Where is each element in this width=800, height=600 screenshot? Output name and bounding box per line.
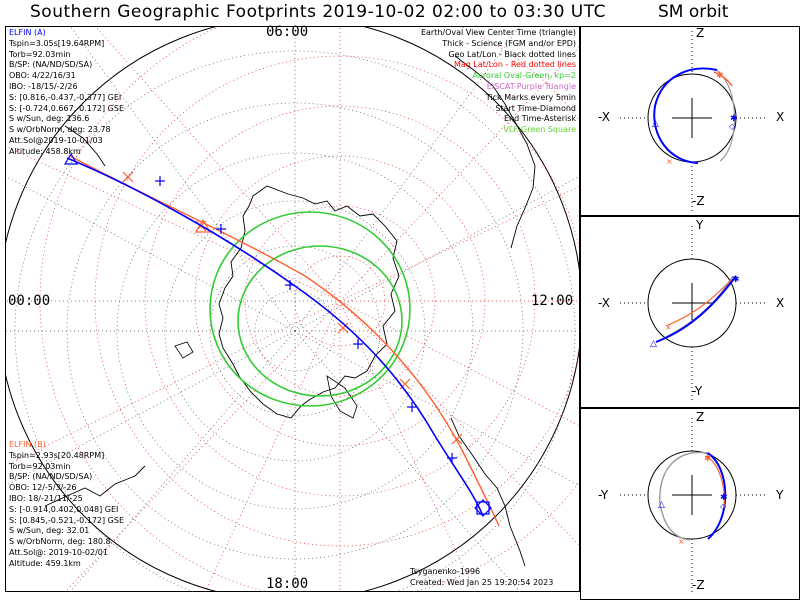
hour-label-left: 00:00 [8, 293, 51, 309]
antarctica-coastline [218, 185, 400, 419]
south-america-coastline [454, 55, 536, 249]
elfin-b-line: Torb=92.03min [9, 461, 71, 471]
elfin-a-line: IBO: -18/15/-2/26 [9, 81, 78, 91]
elfin-a-track [66, 157, 484, 517]
elfin-b-line: S w/OrbNorm, deg: 180.8 [9, 537, 111, 547]
svg-text:△: △ [658, 500, 665, 510]
legend-view-center: Earth/Oval View Center Time (triangle) [420, 28, 576, 37]
footprint-map [5, 26, 580, 592]
elfin-a-line: S: [0.816,-0.437,-0.377] GEI [9, 92, 122, 102]
elfin-a-line: Att.Sol@2019-10-01/03 [9, 135, 103, 145]
elfin-b-line: B/SP: (NA/ND/SD/SA) [9, 472, 93, 482]
model-credit: Tsyganenko-1996 [410, 567, 481, 576]
legend-eiscat: EISCAT-Purple Triangle [486, 81, 576, 91]
panel3-axis-bottom: -Z [692, 578, 705, 592]
elfin-b-line: Altitude: 459.1km [9, 558, 81, 568]
legend: Earth/Oval View Center Time (triangle) T… [421, 28, 576, 136]
elfin-a-view-triangle [63, 152, 79, 165]
panel2-axis-bottom: -Y [692, 384, 703, 398]
hour-label-top: 06:00 [266, 24, 309, 40]
elfin-a-ticks [155, 176, 457, 463]
orbit-b [713, 71, 733, 87]
elfin-a-line: S w/Sun, deg: 136.6 [9, 114, 90, 124]
svg-text:◇: ◇ [729, 122, 736, 131]
svg-text:✱: ✱ [730, 114, 738, 124]
orbit-plot-yz: △ ✱ ◇ ✱ × [620, 418, 765, 593]
elfin-a-start-diamond [474, 499, 492, 517]
elfin-b-heading: ELFIN (B) [9, 440, 46, 449]
panel1-axis-left: -X [598, 110, 610, 124]
elfin-b-view-triangle [194, 218, 212, 233]
orbit-plot-xy: △ ✱ × [620, 226, 765, 401]
elfin-a-line: S w/OrbNorm, deg: 23.78 [9, 125, 111, 135]
svg-text:✱: ✱ [704, 454, 712, 464]
legend-auroral-oval: Auroral Oval-Green, kp=2 [472, 71, 576, 81]
svg-text:×: × [665, 323, 672, 332]
svg-text:△: △ [652, 119, 659, 129]
legend-science: Thick - Science (FGM and/or EPD) [442, 38, 576, 48]
elfin-b-line: S: [0.845,-0.521,-0.172] GSE [9, 515, 124, 525]
panel1-axis-bottom: -Z [692, 194, 705, 208]
hour-label-bottom: 18:00 [266, 576, 309, 592]
svg-text:×: × [666, 157, 673, 166]
mag-grid [5, 26, 580, 592]
legend-geo-grid: Geo Lat/Lon - Black dotted lines [448, 49, 576, 59]
elfin-b-line: IBO: 18/-21/11/-25 [9, 493, 83, 503]
legend-end-time: End Time-Asterisk [503, 114, 576, 124]
elfin-b-info: ELFIN (B) Tspin=2.93s[20.48RPM] Torb=92.… [9, 440, 124, 570]
panel2-axis-top: Y [696, 218, 704, 232]
svg-text:△: △ [650, 339, 657, 349]
elfin-a-line: S: [-0.724,0.667,-0.172] GSE [9, 103, 124, 113]
svg-text:✱: ✱ [720, 493, 728, 503]
legend-mag-grid: Mag Lat/Lon - Red dotted lines [453, 60, 576, 70]
panel1-axis-right: X [776, 110, 785, 124]
panel3-axis-top: Z [696, 410, 705, 424]
elfin-b-line: S: [-0.914,0.402,0.048] GEI [9, 504, 119, 514]
orbit-a [653, 67, 718, 164]
svg-text:◇: ◇ [720, 502, 727, 511]
elfin-a-line: Torb=92.03min [9, 49, 71, 59]
auroral-oval-inner [237, 245, 403, 397]
panel3-axis-left: -Y [598, 488, 609, 502]
elfin-a-line: Tspin=3.05s[19.64RPM] [9, 38, 105, 48]
vlf-square [476, 501, 490, 515]
legend-tick-marks: Tick Marks every 5min [485, 92, 576, 102]
elfin-a-heading: ELFIN (A) [9, 28, 46, 37]
elfin-b-line: Att.Sol@: 2019-10-02/01 [9, 547, 108, 557]
svg-text:✱: ✱ [732, 275, 740, 285]
panel2-axis-right: X [776, 296, 785, 310]
elfin-b-line: OBO: 12/-5/3/-26 [9, 483, 77, 493]
orbit-title: SM orbit [658, 2, 729, 22]
created-timestamp: Created: Wed Jan 25 19:20:54 2023 [410, 578, 554, 587]
elfin-b-line: S w/Sun, deg: 32.01 [9, 526, 90, 536]
legend-vlf: VLF-Green Square [503, 125, 576, 135]
panel3-axis-right: Y [776, 488, 784, 502]
elfin-a-line: OBO: 4/22/16/31 [9, 71, 76, 81]
legend-start-time: Start Time-Diamond [495, 103, 576, 113]
footprint-map-frame [5, 26, 580, 592]
geo-grid [5, 26, 580, 592]
elfin-a-info: ELFIN (A) Tspin=3.05s[19.64RPM] Torb=92.… [9, 28, 124, 158]
elfin-b-track [69, 155, 500, 527]
svg-text:×: × [678, 537, 685, 546]
elfin-a-line: B/SP: (NA/ND/SD/SA) [9, 60, 93, 70]
panel2-axis-left: -X [598, 296, 610, 310]
svg-text:✱: ✱ [716, 71, 724, 81]
auroral-oval-outer [209, 211, 411, 407]
elfin-a-line: Altitude: 458.8km [9, 146, 81, 156]
hour-label-right: 12:00 [531, 293, 574, 309]
panel1-axis-top: Z [696, 26, 705, 40]
map-title: Southern Geographic Footprints 2019-10-0… [30, 2, 607, 22]
elfin-b-line: Tspin=2.93s[20.48RPM] [9, 450, 105, 460]
orbit-plot-xz: △ ✱ ◇ ✱ × [620, 31, 765, 211]
